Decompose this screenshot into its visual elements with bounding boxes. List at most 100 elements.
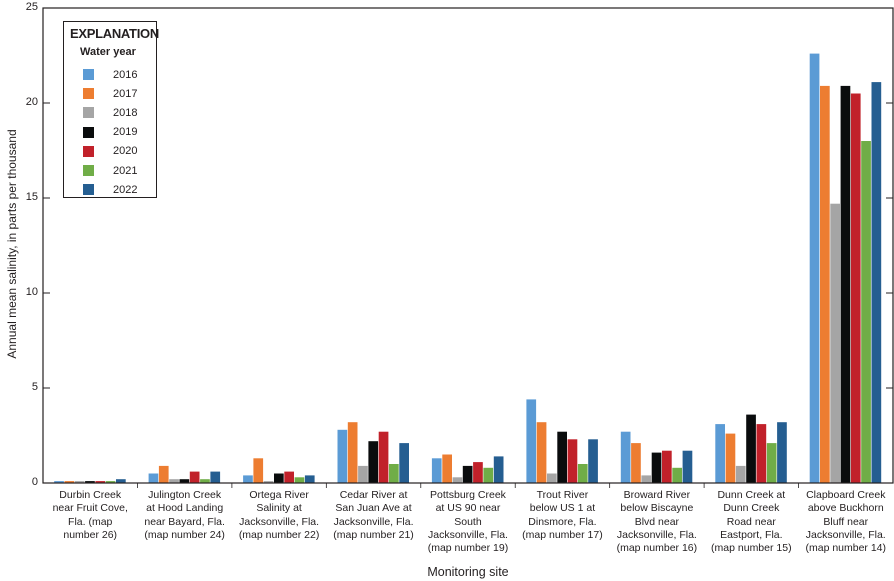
bar-2020-7 bbox=[756, 424, 767, 483]
bar-2017-5 bbox=[536, 422, 547, 483]
bar-2018-6 bbox=[641, 475, 652, 483]
legend-item-2017: 2017 bbox=[83, 87, 137, 100]
bar-2022-5 bbox=[588, 439, 598, 483]
legend-swatch bbox=[83, 107, 94, 119]
bar-2017-1 bbox=[158, 465, 169, 483]
bar-2022-1 bbox=[210, 471, 221, 483]
bar-2016-6 bbox=[620, 431, 631, 483]
y-tick-label: 5 bbox=[31, 381, 38, 393]
bar-2020-0 bbox=[95, 481, 106, 483]
bar-2020-3 bbox=[378, 431, 389, 483]
legend-item-2016: 2016 bbox=[83, 68, 137, 81]
bar-2018-1 bbox=[169, 479, 179, 483]
bar-2021-5 bbox=[577, 464, 588, 483]
legend-title: EXPLANATION bbox=[70, 26, 159, 41]
legend-label: 2016 bbox=[113, 68, 138, 81]
bar-2019-8 bbox=[840, 85, 851, 484]
bar-2018-3 bbox=[358, 465, 368, 483]
bar-2017-0 bbox=[64, 481, 75, 483]
bar-2021-1 bbox=[200, 479, 210, 483]
bar-2020-8 bbox=[850, 93, 861, 483]
bar-2022-7 bbox=[777, 422, 787, 483]
x-category-label: Cedar River at San Juan Ave at Jacksonvi… bbox=[333, 489, 414, 541]
bar-2022-8 bbox=[871, 82, 882, 483]
bar-2018-7 bbox=[735, 465, 746, 483]
x-category-label: Clapboard Creek above Buckhorn Bluff nea… bbox=[805, 489, 887, 555]
bar-2019-0 bbox=[85, 481, 95, 483]
bar-2019-1 bbox=[179, 479, 190, 483]
x-category-label: Ortega River Salinity at Jacksonville, F… bbox=[238, 489, 320, 541]
bar-2021-6 bbox=[672, 467, 682, 483]
bar-2022-6 bbox=[682, 450, 693, 483]
bar-2016-0 bbox=[54, 481, 64, 483]
bars-layer bbox=[54, 53, 882, 484]
x-category-label: Pottsburg Creek at US 90 near South Jack… bbox=[427, 489, 509, 555]
bar-2018-4 bbox=[452, 477, 463, 483]
y-tick-label: 20 bbox=[25, 96, 38, 108]
y-tick-label: 25 bbox=[25, 1, 38, 13]
legend-swatch bbox=[83, 88, 94, 100]
legend-subtitle: Water year bbox=[80, 46, 136, 58]
legend-label: 2022 bbox=[113, 183, 138, 196]
legend-item-2019: 2019 bbox=[83, 126, 137, 139]
bar-2016-8 bbox=[809, 53, 820, 483]
bar-2017-4 bbox=[442, 454, 452, 483]
bar-2017-2 bbox=[253, 458, 264, 483]
x-category-label: Dunn Creek at Dunn Creek Road near Eastp… bbox=[711, 489, 792, 555]
y-tick-label: 10 bbox=[25, 286, 38, 298]
bar-2019-7 bbox=[746, 414, 756, 483]
legend-swatch bbox=[83, 69, 94, 80]
bar-2017-3 bbox=[347, 422, 358, 483]
bar-2022-3 bbox=[399, 443, 409, 483]
bar-2018-8 bbox=[830, 203, 840, 483]
bar-2019-4 bbox=[462, 465, 473, 483]
bar-2017-8 bbox=[820, 85, 830, 484]
bar-2019-3 bbox=[368, 441, 379, 483]
x-axis-title: Monitoring site bbox=[427, 565, 509, 579]
bar-2021-0 bbox=[105, 481, 116, 483]
bar-2020-1 bbox=[189, 471, 200, 483]
x-category-label: Julington Creek at Hood Landing near Bay… bbox=[144, 489, 225, 541]
x-category-label: Durbin Creek near Fruit Cove, Fla. (map … bbox=[52, 489, 128, 541]
bar-2017-7 bbox=[725, 433, 736, 483]
bar-2019-2 bbox=[274, 473, 284, 483]
bar-2020-5 bbox=[567, 439, 578, 483]
bar-2021-3 bbox=[389, 464, 399, 483]
bar-2018-0 bbox=[74, 481, 85, 483]
legend-item-2020: 2020 bbox=[83, 145, 137, 158]
x-category-label: Trout River below US 1 at Dinsmore, Fla.… bbox=[522, 489, 603, 541]
bar-2020-2 bbox=[284, 471, 294, 483]
bar-2021-4 bbox=[483, 467, 494, 483]
bar-2022-0 bbox=[116, 479, 126, 483]
x-category-label: Broward River below Biscayne Blvd near J… bbox=[616, 489, 698, 555]
bar-2018-2 bbox=[263, 481, 274, 483]
y-tick-label: 0 bbox=[31, 476, 38, 488]
legend-swatch bbox=[83, 145, 94, 157]
bar-2020-4 bbox=[473, 462, 483, 483]
legend-label: 2017 bbox=[113, 87, 138, 100]
bar-2020-6 bbox=[662, 450, 672, 483]
bar-2016-5 bbox=[526, 399, 537, 483]
bar-2021-8 bbox=[861, 141, 871, 483]
bar-2016-3 bbox=[337, 429, 348, 483]
bar-2019-5 bbox=[557, 431, 567, 483]
y-tick-label: 15 bbox=[25, 191, 38, 203]
bar-2022-2 bbox=[304, 475, 315, 483]
plot-frame bbox=[42, 7, 894, 484]
legend-label: 2019 bbox=[113, 126, 138, 139]
legend-item-2022: 2022 bbox=[83, 183, 137, 196]
legend-swatch bbox=[83, 165, 94, 176]
legend-label: 2018 bbox=[113, 106, 138, 119]
legend-item-2018: 2018 bbox=[83, 106, 137, 119]
bar-2018-5 bbox=[547, 473, 557, 483]
bar-2022-4 bbox=[493, 456, 504, 483]
bar-2021-7 bbox=[766, 443, 777, 483]
legend-swatch bbox=[83, 184, 94, 196]
legend-label: 2021 bbox=[113, 164, 138, 177]
bar-2021-2 bbox=[294, 477, 305, 483]
legend-item-2021: 2021 bbox=[83, 164, 137, 177]
bar-2016-2 bbox=[243, 475, 253, 483]
bar-2017-6 bbox=[631, 443, 641, 483]
bar-2016-7 bbox=[715, 424, 725, 483]
